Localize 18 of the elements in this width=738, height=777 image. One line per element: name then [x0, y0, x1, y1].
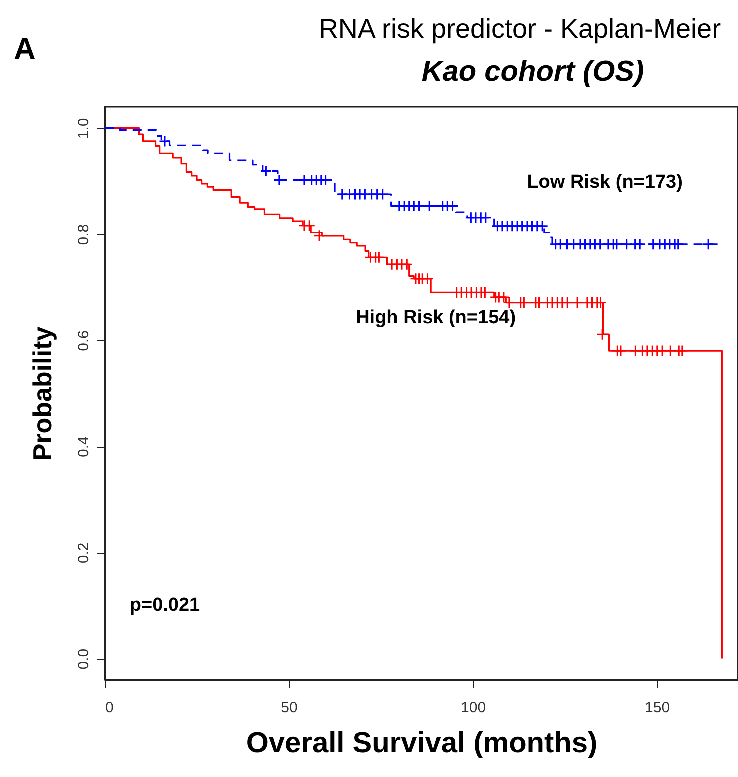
y-tick-label: 0.6 [76, 330, 92, 352]
x-axis-title: Overall Survival (months) [246, 728, 598, 760]
y-tick-label: 0.4 [76, 436, 92, 458]
series-label: High Risk (n=154) [356, 307, 516, 328]
y-tick-label: 0.8 [76, 224, 92, 246]
chart-subtitle: Kao cohort (OS) [422, 56, 644, 88]
chart-title: RNA risk predictor - Kaplan-Meier [318, 14, 722, 44]
y-tick-label: 0.2 [76, 542, 92, 564]
y-tick-label: 0.0 [76, 648, 92, 670]
x-tick-label: 100 [461, 700, 486, 716]
x-tick-label: 50 [281, 700, 298, 716]
text: A [14, 33, 36, 66]
x-tick-label: 0 [106, 700, 114, 716]
annotation: p=0.021 [130, 595, 201, 616]
y-axis-title: Probability [28, 326, 58, 462]
y-tick-label: 1.0 [76, 118, 92, 140]
series-label: Low Risk (n=173) [527, 172, 683, 194]
x-tick-label: 150 [645, 700, 670, 716]
